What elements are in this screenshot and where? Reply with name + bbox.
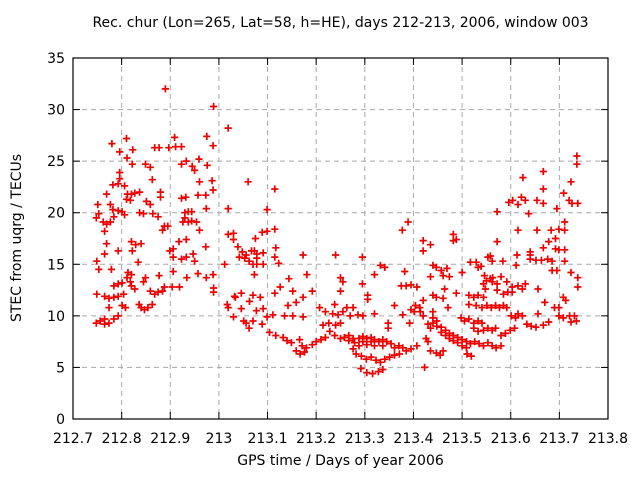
y-tick-label: 20 — [47, 206, 65, 222]
x-tick-label: 213.7 — [539, 431, 579, 447]
x-tick-label: 212.9 — [150, 431, 190, 447]
x-tick-label: 213.5 — [442, 431, 482, 447]
y-tick-label: 0 — [56, 412, 65, 428]
x-tick-label: 213.2 — [296, 431, 336, 447]
scatter-points — [92, 85, 582, 378]
x-tick-label: 212.8 — [102, 431, 142, 447]
x-tick-label: 213.4 — [393, 431, 433, 447]
x-tick-label: 213.3 — [345, 431, 385, 447]
y-tick-label: 35 — [47, 51, 65, 67]
x-tick-label: 212.7 — [53, 431, 93, 447]
plot-border — [72, 57, 609, 420]
x-axis-label: GPS time / Days of year 2006 — [237, 453, 444, 469]
y-tick-label: 25 — [47, 154, 65, 170]
chart-title: Rec. chur (Lon=265, Lat=58, h=HE), days … — [92, 15, 589, 31]
y-tick-label: 30 — [47, 103, 65, 119]
y-tick-label: 15 — [47, 257, 65, 273]
x-tick-label: 213.1 — [247, 431, 287, 447]
x-tick-label: 213.6 — [491, 431, 531, 447]
y-tick-label: 5 — [56, 360, 65, 376]
x-tick-label: 213 — [206, 431, 233, 447]
y-tick-label: 10 — [47, 309, 65, 325]
x-tick-label: 213.8 — [588, 431, 628, 447]
